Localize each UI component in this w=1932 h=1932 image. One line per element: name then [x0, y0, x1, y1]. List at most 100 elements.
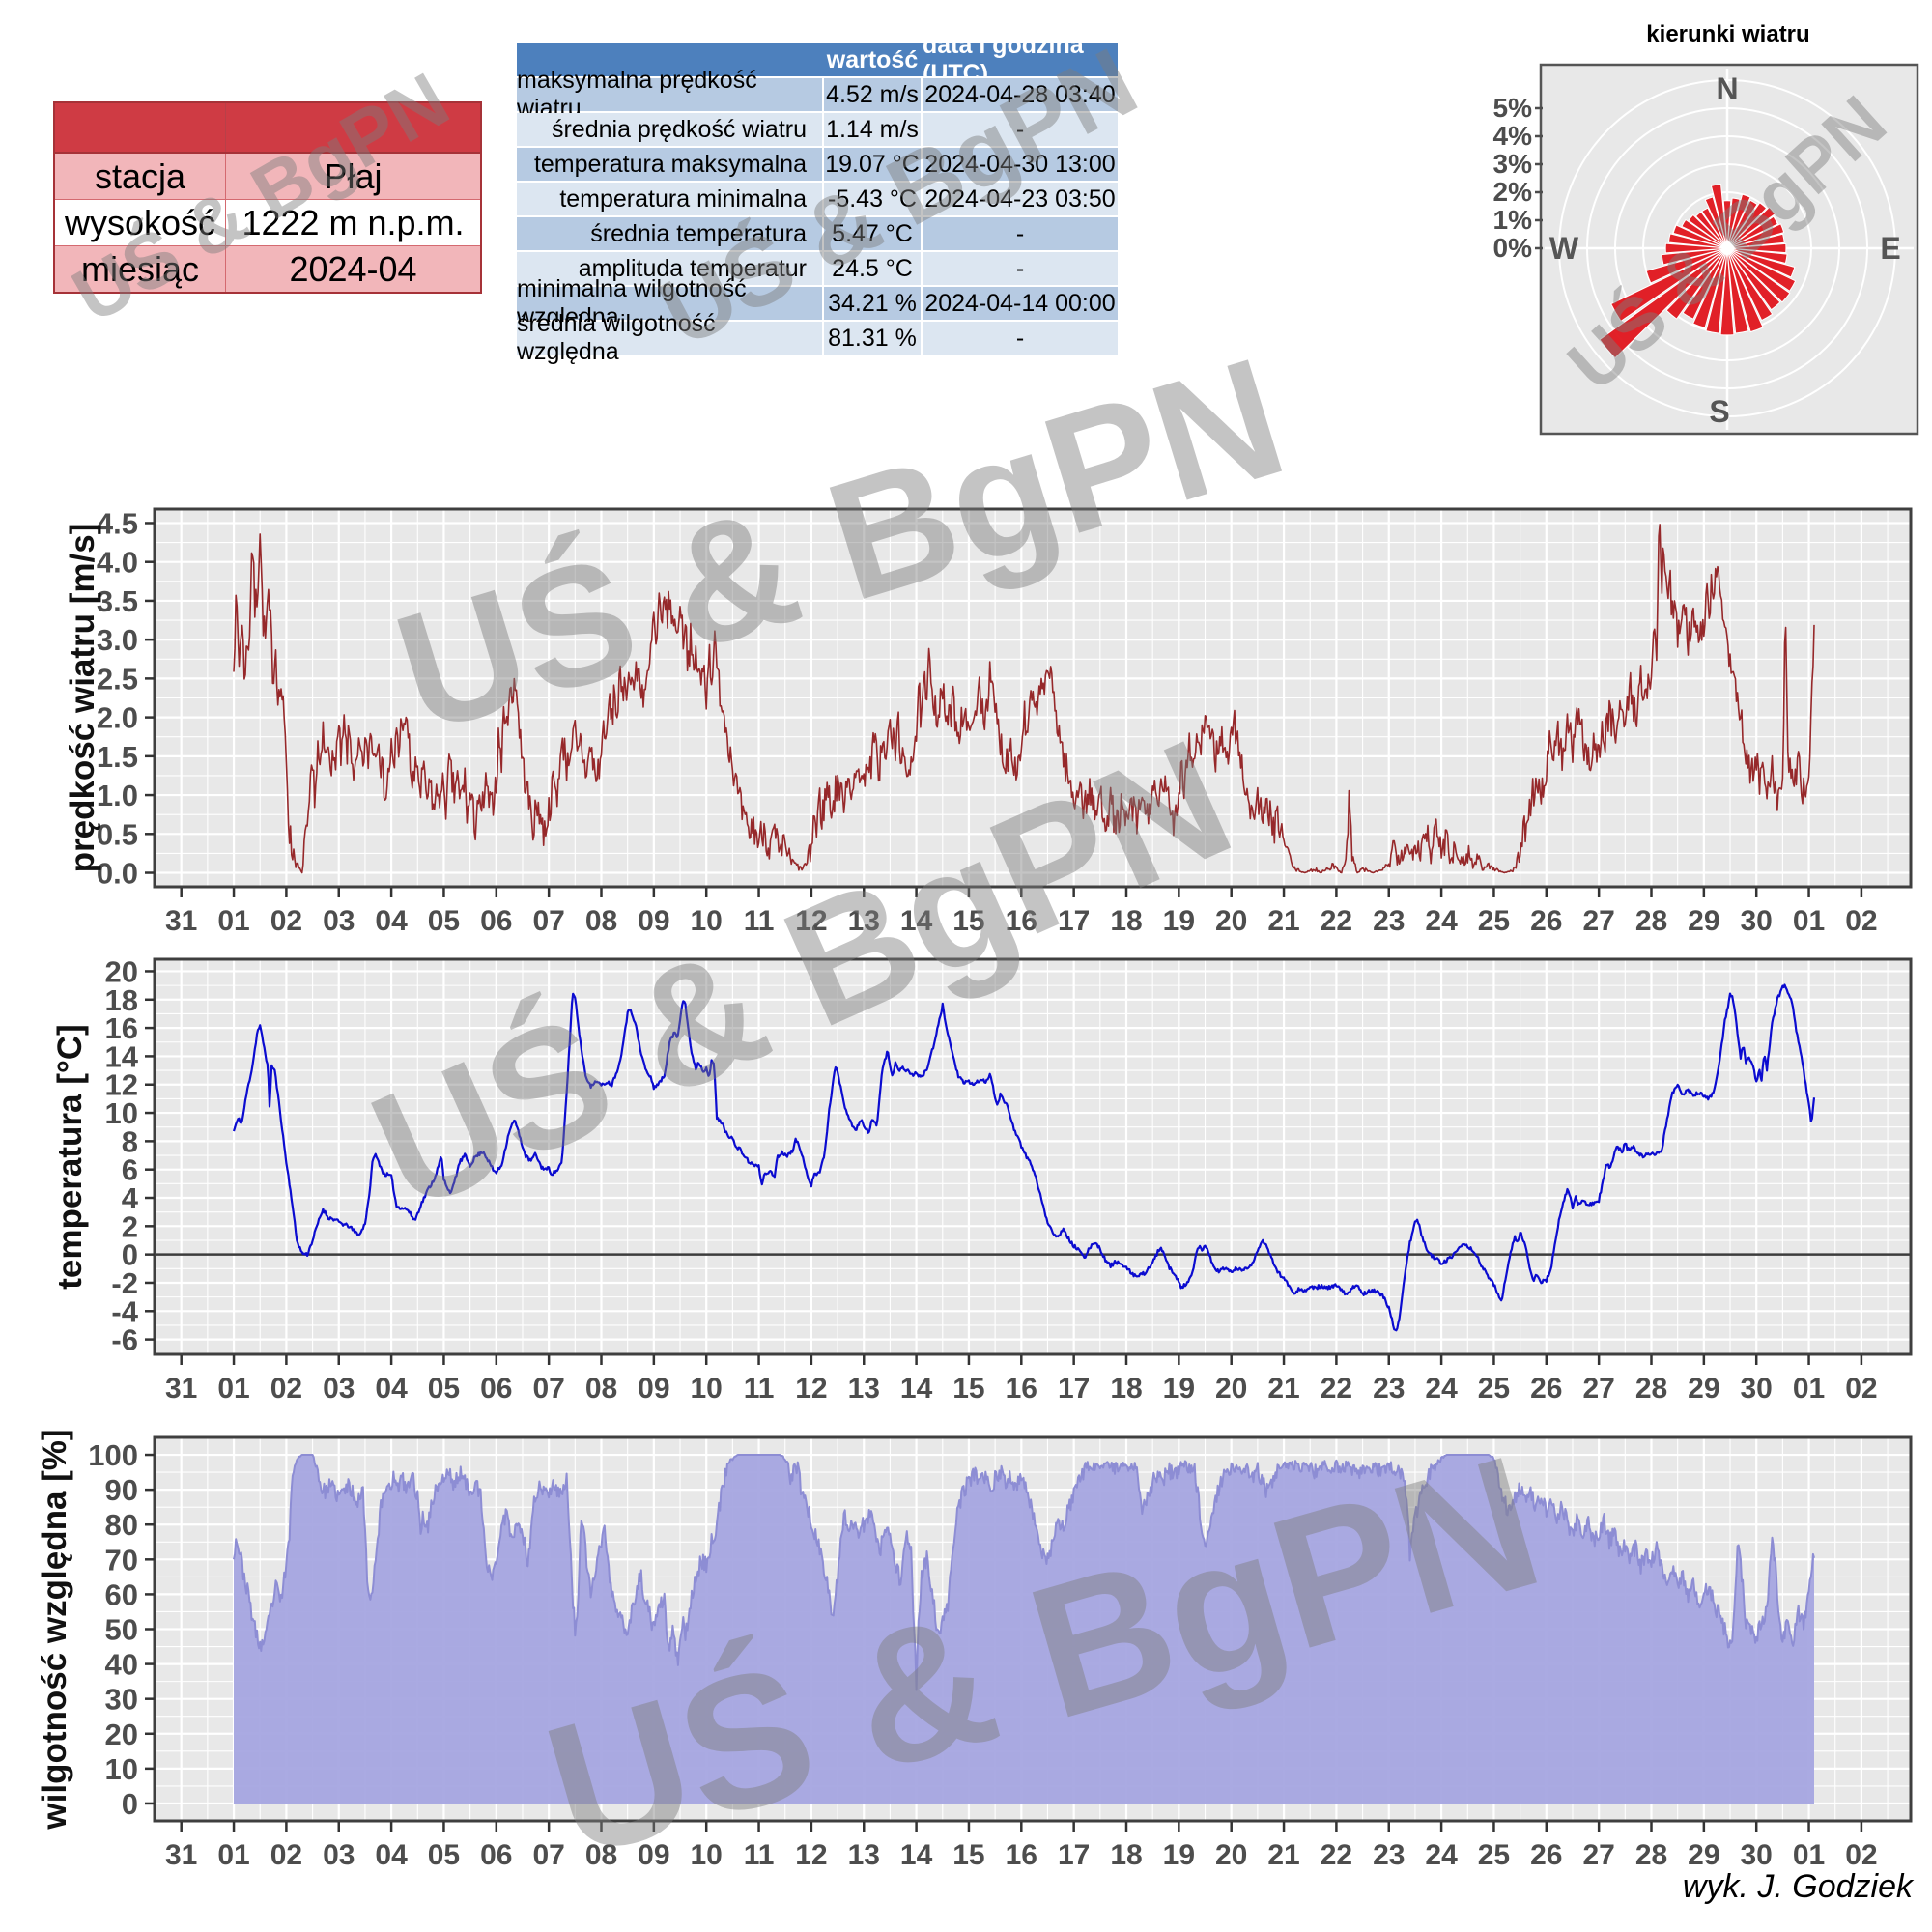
- x-axis-tick-label: 01: [1793, 905, 1825, 937]
- x-axis-tick-label: 18: [1110, 905, 1142, 937]
- x-axis-tick-label: 06: [480, 1373, 512, 1401]
- x-axis-tick-label: 03: [323, 1839, 355, 1871]
- x-axis-tick-label: 15: [952, 1373, 984, 1401]
- y-axis-tick-label: 30: [105, 1683, 138, 1717]
- x-axis-tick-label: 01: [217, 905, 249, 937]
- x-axis-tick-label: 03: [323, 1373, 355, 1401]
- x-axis-tick-label: 25: [1478, 1839, 1510, 1871]
- x-axis-tick-label: 03: [323, 905, 355, 937]
- x-axis-tick-label: 22: [1321, 905, 1352, 937]
- stats-cell-label: średnia prędkość wiatru: [517, 113, 822, 146]
- wind-rose-petal: [1726, 193, 1751, 249]
- relative-humidity-series-line: [233, 1454, 1815, 1691]
- compass-label-e: E: [1880, 231, 1900, 266]
- x-axis-tick-label: 29: [1688, 1373, 1719, 1401]
- x-axis-tick-label: 01: [217, 1373, 249, 1401]
- stats-table-row: średnia prędkość wiatru 1.14 m/s -: [517, 113, 1118, 146]
- x-axis-tick-label: 14: [900, 1839, 933, 1871]
- x-axis-tick-label: 31: [165, 1839, 197, 1871]
- y-axis-tick-label: 2: [122, 1209, 138, 1243]
- stats-cell-datetime: 2024-04-28 03:40: [923, 78, 1118, 111]
- monthly-stats-table: wartość data i godzina (UTC) maksymalna pr…: [517, 32, 1118, 365]
- x-axis-tick-label: 30: [1741, 905, 1773, 937]
- y-axis-tick-label: 4.5: [97, 506, 138, 540]
- x-axis-tick-label: 26: [1530, 905, 1562, 937]
- wind-rose-petal: [1726, 247, 1791, 303]
- plot-background: [155, 959, 1911, 1354]
- x-axis-tick-label: 04: [375, 1839, 408, 1871]
- x-axis-tick-label: 01: [1793, 1839, 1825, 1871]
- stats-cell-label: temperatura maksymalna: [517, 148, 822, 181]
- stats-cell-label: średnia wilgotność względna: [517, 310, 822, 365]
- y-axis-tick-label: 12: [105, 1068, 138, 1102]
- stats-cell-label: temperatura minimalna: [517, 183, 822, 215]
- y-axis-tick-label: 10: [105, 1752, 138, 1786]
- wind-rose-petal: [1726, 247, 1796, 278]
- x-axis-tick-label: 16: [1006, 1839, 1037, 1871]
- stats-header-cell: wartość: [824, 43, 921, 76]
- station-table-row: miesiąc 2024-04: [55, 246, 480, 292]
- y-axis-tick-label: 0: [122, 1238, 138, 1272]
- x-axis-tick-label: 02: [1845, 1373, 1877, 1401]
- wind-rose-petal: [1688, 213, 1728, 249]
- stats-header-cell: data i godzina (UTC): [923, 32, 1118, 87]
- y-axis-tick-label: 0.0: [97, 857, 138, 891]
- wind-rose-petals: [1599, 184, 1797, 359]
- wind-rose-petal: [1726, 247, 1749, 334]
- x-axis-tick-label: 30: [1741, 1373, 1773, 1401]
- y-axis-tick-label: 70: [105, 1543, 138, 1577]
- stats-cell-value: 24.5 °C: [824, 252, 921, 285]
- x-axis-tick-label: 12: [795, 905, 827, 937]
- y-axis-tick-label: 16: [105, 1011, 138, 1045]
- wind-rose-title: kierunki wiatru: [1646, 21, 1810, 47]
- stats-table-row: amplituda temperatur 24.5 °C -: [517, 252, 1118, 285]
- y-axis-tick-label: 60: [105, 1577, 138, 1611]
- y-axis-tick-label: 1.0: [97, 779, 138, 812]
- rose-radial-tick-label: 1%: [1493, 205, 1533, 235]
- x-axis-tick-label: 18: [1110, 1839, 1142, 1871]
- stats-cell-datetime: 2024-04-30 13:00: [923, 148, 1118, 181]
- wind-rose-petal: [1726, 247, 1774, 322]
- y-axis-tick-label: 1.5: [97, 740, 138, 774]
- stats-cell-datetime: 2024-04-23 03:50: [923, 183, 1118, 215]
- stats-cell-value: 81.31 %: [824, 322, 921, 355]
- relative-humidity-area: [234, 1455, 1814, 1804]
- x-axis-tick-label: 26: [1530, 1373, 1562, 1401]
- station-row-value: 2024-04: [289, 248, 417, 289]
- y-axis-tick-label: 3.0: [97, 623, 138, 657]
- y-axis-tick-label: 0.5: [97, 817, 138, 851]
- y-axis-tick-label: 0: [122, 1787, 138, 1821]
- plot-border: [153, 507, 1913, 889]
- y-axis-title: wilgotność względna [%]: [36, 1429, 73, 1830]
- y-axis-tick-label: 2.5: [97, 662, 138, 696]
- x-axis-tick-label: 27: [1582, 1373, 1614, 1401]
- stats-table-row: średnia wilgotność względna 81.31 % -: [517, 310, 1118, 365]
- x-axis-tick-label: 11: [744, 1373, 775, 1401]
- stats-cell-value: 1.14 m/s: [824, 113, 921, 146]
- wind-rose-petal: [1681, 218, 1728, 249]
- station-row-value: 1222 m n.p.m.: [242, 202, 465, 242]
- y-axis-tick-label: 2.0: [97, 701, 138, 735]
- stats-cell-datetime: -: [923, 217, 1118, 250]
- wind-rose-petal: [1701, 207, 1728, 249]
- x-axis-tick-label: 19: [1163, 1373, 1195, 1401]
- x-axis-tick-label: 24: [1425, 1839, 1458, 1871]
- x-axis-tick-label: 10: [691, 1839, 723, 1871]
- y-axis-title: temperatura [°C]: [51, 1024, 89, 1290]
- x-axis-tick-label: 16: [1006, 905, 1037, 937]
- wind-rose-petal: [1726, 242, 1787, 254]
- x-axis-tick-label: 13: [848, 1839, 880, 1871]
- x-axis-tick-label: 25: [1478, 905, 1510, 937]
- wind-rose-petal: [1672, 224, 1728, 249]
- wind-rose-petal: [1682, 247, 1728, 320]
- x-axis-tick-label: 06: [480, 905, 512, 937]
- x-axis-tick-label: 04: [375, 1373, 408, 1401]
- stats-table-row: temperatura maksymalna 19.07 °C 2024-04-30…: [517, 148, 1118, 181]
- wind-rose-petal: [1726, 233, 1785, 249]
- wind-rose-petal: [1665, 247, 1728, 320]
- x-axis-tick-label: 09: [638, 905, 669, 937]
- x-axis-tick-label: 30: [1741, 1839, 1773, 1871]
- x-axis-tick-label: 28: [1635, 1839, 1667, 1871]
- x-axis-tick-label: 10: [691, 905, 723, 937]
- rose-radial-tick-label: 2%: [1493, 177, 1533, 207]
